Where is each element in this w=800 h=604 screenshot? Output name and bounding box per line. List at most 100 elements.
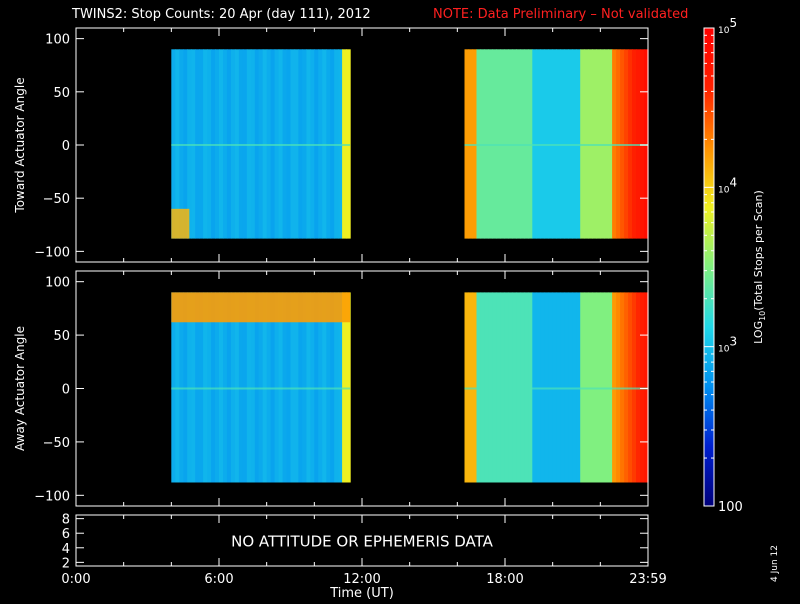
y-tick-label: 100 (45, 276, 70, 291)
data-cell (524, 49, 529, 239)
data-cell (322, 49, 327, 239)
data-cell (580, 292, 585, 483)
colorbar-label: LOG10(Total Stops per Scan) (752, 190, 767, 344)
data-cell (342, 292, 347, 483)
data-cell (472, 292, 478, 483)
data-cell (306, 292, 311, 483)
data-cell (338, 49, 343, 239)
data-cell (476, 292, 482, 483)
data-cell (290, 49, 296, 239)
data-cell (532, 49, 537, 239)
data-cell (464, 49, 470, 239)
data-cell (624, 292, 629, 483)
y-tick-label: −50 (43, 192, 70, 207)
y-axis-label: Toward Actuator Angle (13, 77, 27, 213)
data-cell (238, 292, 244, 483)
data-cell (560, 292, 565, 483)
data-cell (564, 292, 569, 483)
data-cell (640, 292, 645, 483)
data-cell (584, 292, 589, 483)
data-cell (199, 292, 204, 483)
data-cell (504, 292, 509, 483)
data-cell (302, 292, 307, 483)
data-cell (596, 292, 601, 483)
data-cell (338, 292, 343, 483)
data-cell (215, 292, 220, 483)
data-cell (274, 292, 280, 483)
data-cell (179, 49, 184, 239)
data-cell (346, 49, 351, 239)
data-cell (572, 292, 577, 483)
data-cell (226, 49, 232, 239)
data-cell (326, 292, 331, 483)
data-cell (584, 49, 589, 239)
data-cell (512, 292, 517, 483)
data-cell (183, 292, 188, 483)
data-cell (632, 292, 637, 483)
data-cell (492, 49, 497, 239)
data-cell (528, 292, 533, 483)
data-cell (572, 49, 577, 239)
data-cell (620, 49, 625, 239)
data-cell (346, 292, 351, 483)
data-cell (306, 49, 311, 239)
data-block (171, 292, 351, 483)
data-cell (592, 292, 597, 483)
data-cell (242, 49, 248, 239)
y-tick-label: 100 (45, 33, 70, 48)
data-cell (286, 49, 292, 239)
data-cell (250, 49, 256, 239)
colorbar-tick-label: 100 (718, 500, 743, 515)
data-cell (564, 49, 569, 239)
data-cell (171, 208, 190, 239)
data-cell (203, 49, 208, 239)
data-cell (274, 49, 280, 239)
data-cell (600, 292, 605, 483)
data-cell (246, 49, 252, 239)
data-cell (238, 49, 244, 239)
data-cell (620, 292, 625, 483)
data-cell (532, 292, 537, 483)
data-cell (314, 292, 319, 483)
data-cell (484, 49, 489, 239)
status-text: NO ATTITUDE OR EPHEMERIS DATA (231, 533, 494, 551)
data-cell (207, 49, 212, 239)
data-cell (234, 292, 240, 483)
data-cell (207, 292, 212, 483)
x-tick-label: 12:00 (343, 572, 380, 587)
data-cell (480, 49, 485, 239)
data-cell (508, 49, 513, 239)
data-cell (604, 292, 609, 483)
data-cell (636, 49, 641, 239)
data-cell (294, 49, 300, 239)
data-cell (195, 49, 200, 239)
data-cell (262, 292, 268, 483)
data-cell (512, 49, 517, 239)
data-cell (179, 292, 184, 483)
data-block (464, 49, 649, 239)
data-cell (203, 292, 208, 483)
data-cell (258, 49, 264, 239)
preliminary-note: NOTE: Data Preliminary – Not validated (433, 7, 689, 22)
data-cell (171, 49, 176, 239)
data-block (464, 292, 649, 483)
data-cell (488, 292, 493, 483)
data-cell (254, 292, 260, 483)
data-cell (596, 49, 601, 239)
data-cell (282, 292, 288, 483)
data-cell (540, 292, 545, 483)
y-tick-label: 2 (62, 556, 70, 571)
data-cell (286, 292, 292, 483)
data-cell (282, 49, 288, 239)
x-tick-label: 6:00 (204, 572, 233, 587)
y-tick-label: −100 (34, 245, 70, 260)
data-cell (330, 49, 335, 239)
data-cell (612, 49, 617, 239)
y-tick-label: 0 (62, 383, 70, 398)
data-cell (230, 292, 236, 483)
x-tick-label: 23:59 (629, 572, 666, 587)
data-cell (342, 49, 347, 239)
data-cell (254, 49, 260, 239)
data-cell (556, 49, 561, 239)
